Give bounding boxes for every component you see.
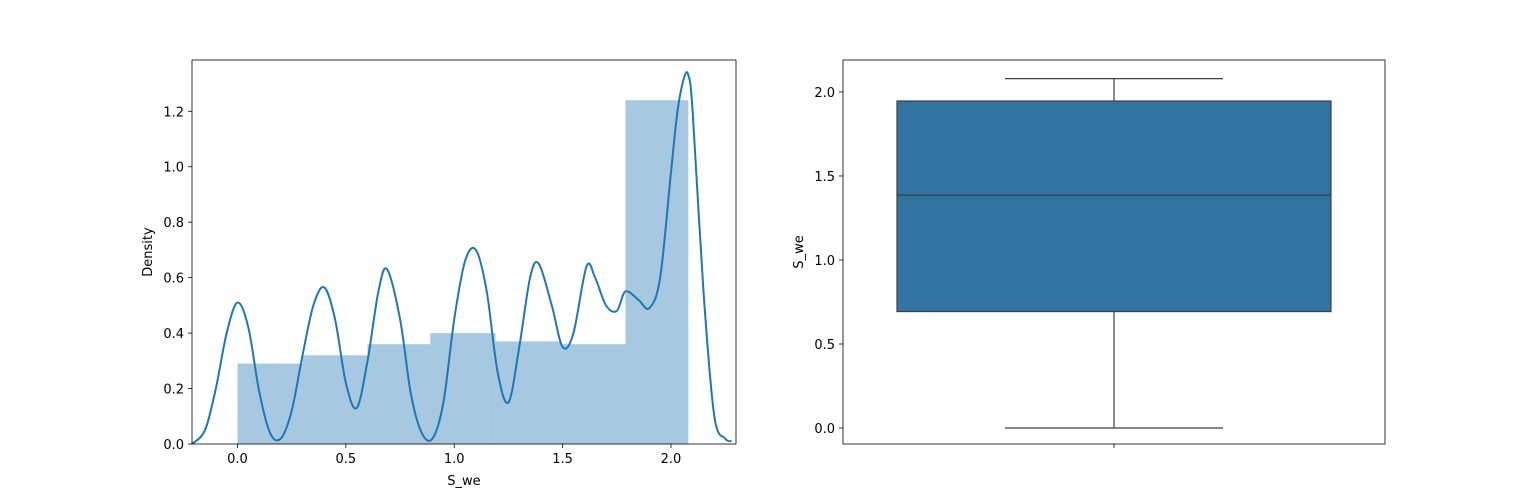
x-tick-label: 2.0 bbox=[661, 452, 682, 467]
y-tick-label: 0.4 bbox=[163, 327, 184, 342]
y-axis-label: Density bbox=[141, 227, 156, 277]
boxplot-chart: 0.0 0.5 1.0 1.5 2.0 S_we bbox=[792, 59, 1386, 448]
y-tick-label: 1.2 bbox=[163, 105, 184, 120]
y-tick-label: 0.0 bbox=[163, 438, 184, 453]
hist-bar bbox=[560, 344, 626, 444]
iqr-box bbox=[896, 100, 1332, 313]
y-tick-label: 1.0 bbox=[163, 161, 184, 176]
y-tick-label: 2.0 bbox=[814, 86, 835, 101]
hist-axes-frame bbox=[191, 59, 737, 445]
y-tick-label: 1.0 bbox=[814, 254, 835, 269]
x-tick-label: 0.0 bbox=[227, 452, 248, 467]
hist-bar bbox=[625, 100, 689, 445]
y-axis-label: S_we bbox=[792, 235, 807, 268]
histogram-chart: 0.0 0.5 1.0 1.5 2.0 0.0 0.2 0.4 0.6 0.8 1.0 1.2 S_we… bbox=[141, 59, 737, 489]
hist-bar bbox=[302, 355, 368, 444]
x-axis-label: S_we bbox=[447, 474, 480, 489]
hist-bar bbox=[430, 333, 496, 444]
kde-line bbox=[191, 71, 733, 445]
y-tick-label: 1.5 bbox=[814, 170, 835, 185]
x-tick-label: 1.5 bbox=[552, 452, 573, 467]
x-tick-label: 1.0 bbox=[444, 452, 465, 467]
y-tick-label: 0.2 bbox=[163, 383, 184, 398]
y-tick-label: 0.6 bbox=[163, 272, 184, 287]
y-tick-label: 0.5 bbox=[814, 338, 835, 353]
y-tick-label: 0.0 bbox=[814, 422, 835, 437]
y-tick-label: 0.8 bbox=[163, 216, 184, 231]
x-tick-label: 0.5 bbox=[336, 452, 357, 467]
hist-bar bbox=[495, 341, 561, 444]
